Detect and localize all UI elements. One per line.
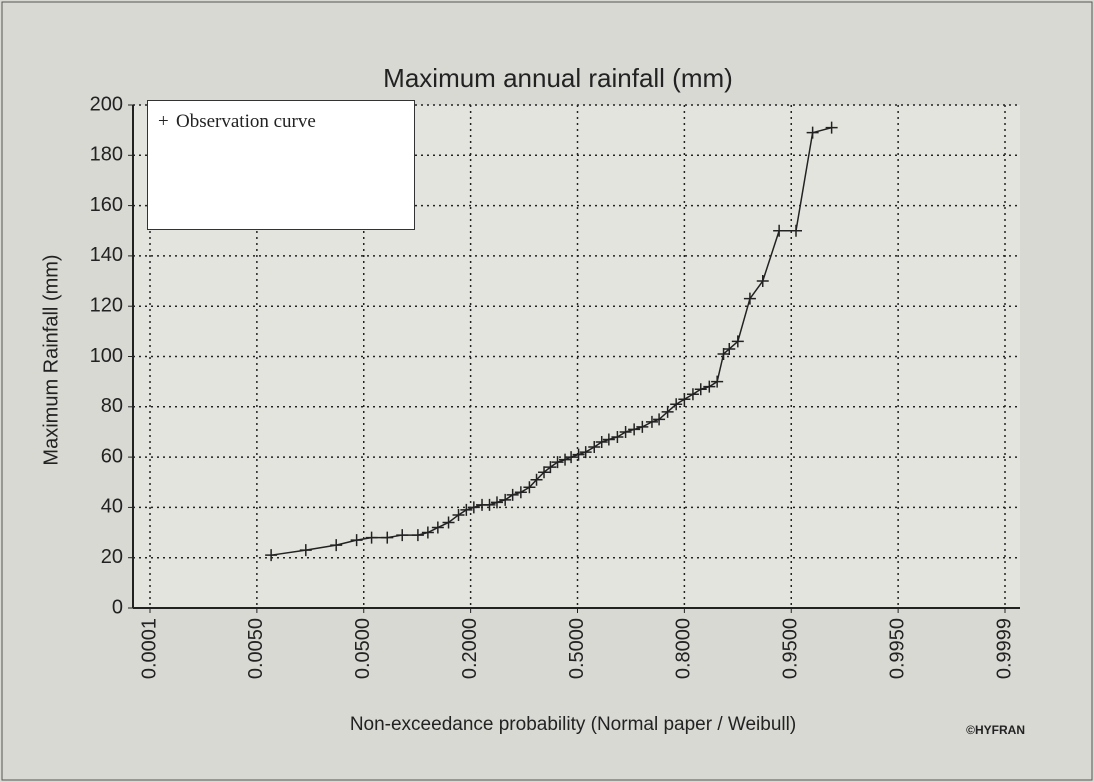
y-axis-label: Maximum Rainfall (mm) — [40, 254, 62, 465]
marker — [514, 486, 527, 499]
marker — [381, 531, 394, 544]
marker — [452, 508, 465, 521]
marker — [467, 501, 480, 514]
y-tick-label: 160 — [90, 194, 123, 216]
marker — [602, 433, 615, 446]
x-tick-label: 0.9950 — [886, 618, 908, 679]
marker — [565, 451, 578, 464]
x-tick-label: 0.0500 — [352, 618, 374, 679]
x-tick-label: 0.0050 — [245, 618, 267, 679]
marker — [731, 335, 744, 348]
x-tick-label: 0.8000 — [673, 618, 695, 679]
marker — [694, 383, 707, 396]
x-tick-label: 0.5000 — [566, 618, 588, 679]
marker — [544, 461, 557, 474]
marker — [350, 534, 363, 547]
marker — [551, 456, 564, 469]
marker — [595, 436, 608, 449]
marker — [431, 521, 444, 534]
marker — [330, 539, 343, 552]
y-tick-label: 100 — [90, 345, 123, 367]
y-tick-label: 200 — [90, 93, 123, 115]
x-tick-label: 0.9999 — [993, 618, 1015, 679]
marker — [411, 529, 424, 542]
marker — [442, 516, 455, 529]
marker — [756, 275, 769, 288]
y-tick-label: 20 — [101, 546, 123, 568]
marker — [636, 420, 649, 433]
marker — [645, 415, 658, 428]
marker — [483, 498, 496, 511]
marker — [670, 398, 683, 411]
x-axis-label: Non-exceedance probability (Normal paper… — [350, 714, 796, 735]
marker — [299, 544, 312, 557]
marker — [572, 448, 585, 461]
marker — [790, 224, 802, 237]
x-tick-label: 0.9500 — [780, 618, 802, 679]
marker — [661, 405, 674, 418]
marker — [506, 488, 519, 501]
marker — [490, 496, 503, 509]
marker — [538, 466, 551, 479]
legend: + Observation curve — [147, 100, 415, 230]
marker — [717, 347, 730, 360]
marker — [723, 342, 736, 355]
y-tick-label: 120 — [90, 294, 123, 316]
marker — [365, 531, 378, 544]
marker — [265, 549, 278, 562]
y-tick-label: 80 — [101, 395, 123, 417]
marker — [611, 430, 624, 443]
series-line — [271, 126, 832, 556]
copyright: ©HYFRAN — [966, 723, 1025, 737]
marker — [678, 393, 691, 406]
marker — [653, 413, 666, 426]
marker — [559, 453, 572, 466]
marker — [686, 388, 699, 401]
marker — [711, 375, 724, 388]
y-tick-label: 40 — [101, 496, 123, 518]
marker — [523, 481, 536, 494]
marker — [499, 493, 512, 506]
marker — [530, 473, 543, 486]
marker — [619, 425, 632, 438]
x-tick-label: 0.0001 — [138, 618, 160, 679]
y-tick-label: 60 — [101, 445, 123, 467]
chart-title: Maximum annual rainfall (mm) — [383, 63, 733, 93]
marker — [628, 423, 641, 436]
marker — [743, 292, 756, 305]
legend-symbol: + — [158, 111, 169, 132]
y-tick-label: 140 — [90, 244, 123, 266]
marker — [588, 441, 601, 454]
marker — [703, 380, 716, 393]
y-tick-label: 0 — [112, 596, 123, 618]
legend-label: Observation curve — [176, 111, 316, 132]
marker — [773, 224, 786, 237]
marker — [579, 446, 592, 459]
marker — [460, 503, 473, 516]
marker — [825, 121, 838, 134]
y-tick-label: 180 — [90, 144, 123, 166]
marker — [421, 526, 434, 539]
x-tick-label: 0.2000 — [459, 618, 481, 679]
marker — [806, 126, 819, 139]
marker — [396, 529, 409, 542]
